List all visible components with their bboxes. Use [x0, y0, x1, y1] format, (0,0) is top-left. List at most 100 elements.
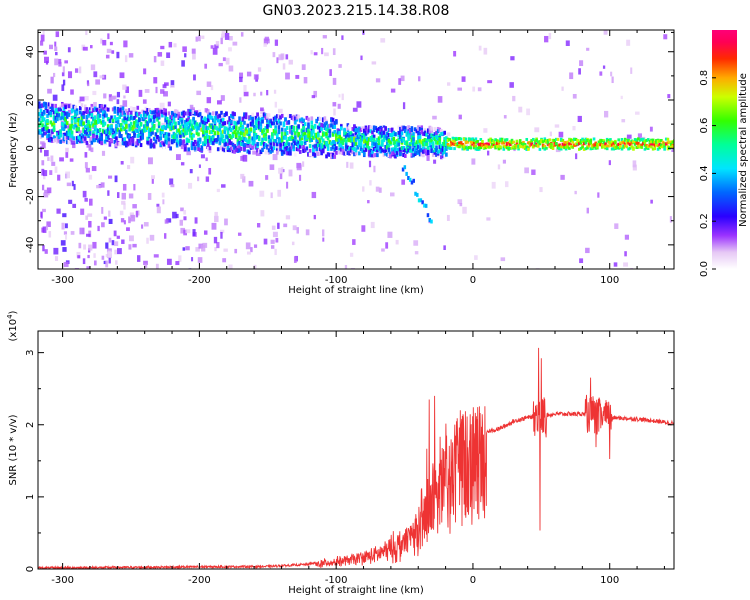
spectrogram-cell: [569, 139, 573, 143]
spectrogram-cell: [573, 138, 576, 142]
spectrogram-cell: [333, 129, 337, 134]
spectrogram-cell: [543, 147, 547, 151]
spectrogram-cell: [520, 142, 524, 146]
spectrogram-cell: [584, 137, 588, 141]
spectrogram-cell: [70, 115, 74, 120]
spectrogram-cell: [62, 116, 66, 121]
spectrogram-cell: [294, 120, 297, 125]
spectrogram-cell: [39, 130, 43, 135]
spectrogram-cell: [297, 124, 300, 129]
spectrogram-cell: [371, 136, 374, 141]
spectrogram-cell: [321, 149, 325, 154]
noise-cell: [264, 36, 270, 41]
spectrogram-cell: [290, 135, 294, 140]
spectrogram-cell: [510, 138, 514, 142]
noise-cell: [132, 204, 137, 209]
spectrogram-cell: [216, 130, 220, 135]
spectrogram-cell: [234, 125, 238, 130]
spectrogram-cell: [169, 121, 172, 126]
spectrogram-cell: [515, 139, 519, 143]
spectrogram-cell: [440, 132, 443, 137]
noise-cell: [228, 47, 232, 52]
spectrogram-cell: [88, 124, 92, 129]
noise-cell: [216, 241, 220, 249]
spectrogram-cell: [116, 106, 120, 111]
noise-cell: [276, 57, 279, 64]
spectrogram-cell: [228, 120, 231, 125]
spectrogram-cell: [184, 111, 187, 116]
noise-cell: [70, 140, 76, 145]
spectrogram-cell: [361, 149, 364, 154]
spectrogram-cell: [79, 139, 82, 144]
spectrogram-cell: [102, 110, 105, 115]
spectrogram-cell: [70, 130, 74, 135]
spectrogram-cell: [303, 137, 307, 142]
spectrogram-cell: [295, 115, 299, 120]
spectrogram-cell: [326, 124, 330, 129]
noise-cell: [106, 48, 112, 54]
spectrogram-cell: [298, 140, 302, 145]
noise-cell: [446, 214, 450, 221]
spectrogram-cell: [136, 133, 140, 138]
spectrogram-cell: [302, 118, 305, 123]
noise-cell: [575, 153, 578, 160]
spectrogram-cell: [379, 125, 382, 130]
spectrogram-cell: [41, 123, 44, 128]
spectrogram-cell: [179, 130, 182, 135]
spectrogram-cell: [121, 137, 125, 142]
noise-cell: [151, 175, 155, 179]
noise-cell: [623, 262, 629, 267]
spectrogram-cell: [129, 110, 133, 115]
spectrogram-cell: [392, 151, 396, 156]
spectrogram-cell: [390, 147, 394, 152]
spectrogram-cell: [289, 136, 292, 141]
noise-cell: [42, 226, 47, 233]
spectrogram-cell: [507, 145, 511, 149]
noise-cell: [67, 47, 71, 53]
spectrogram-cell: [46, 118, 49, 123]
spectrogram-cell: [413, 152, 417, 157]
spectrogram-cell: [482, 145, 486, 149]
spectrogram-cell: [417, 126, 420, 131]
noise-cell: [191, 257, 194, 262]
spectrogram-cell: [417, 149, 420, 154]
spectrogram-cell: [80, 112, 84, 117]
spectrogram-cell: [149, 132, 153, 137]
spectrogram-cell: [129, 126, 133, 131]
noise-cell: [44, 150, 49, 157]
noise-cell: [255, 151, 261, 156]
spectrogram-cell: [190, 136, 194, 141]
spectrogram-cell: [408, 148, 412, 153]
spectrogram-cell: [426, 148, 430, 153]
spectrogram-cell: [443, 147, 446, 152]
spectrogram-cell: [192, 141, 195, 146]
spectrogram-cell: [277, 113, 281, 118]
noise-cell: [216, 100, 222, 105]
noise-cell: [114, 249, 117, 255]
spectrogram-cell: [139, 130, 143, 135]
spectrogram-cell: [362, 144, 366, 149]
spectrogram-cell: [428, 134, 432, 139]
spectrogram-cell: [607, 144, 611, 148]
spectrogram-cell: [446, 142, 450, 146]
noise-cell: [183, 209, 187, 215]
spectrogram-cell: [42, 101, 46, 106]
spectrogram-cell: [77, 122, 80, 127]
noise-cell: [93, 102, 97, 109]
noise-cell: [84, 96, 89, 101]
spectrogram-cell: [251, 136, 254, 141]
spectrogram-cell: [294, 131, 297, 136]
spectrogram-cell: [472, 146, 476, 150]
spectrogram-cell: [645, 138, 648, 142]
noise-cell: [62, 213, 67, 218]
spectrogram-cell: [341, 148, 345, 153]
spectrogram-cell: [561, 144, 565, 148]
spectrogram-cell: [289, 147, 292, 152]
noise-cell: [240, 32, 244, 37]
spectrogram-cell: [162, 107, 166, 112]
spectrogram-cell: [331, 142, 335, 147]
spectrogram-cell: [620, 147, 624, 151]
noise-cell: [42, 30, 45, 35]
noise-cell: [228, 65, 234, 72]
noise-cell: [40, 211, 43, 219]
